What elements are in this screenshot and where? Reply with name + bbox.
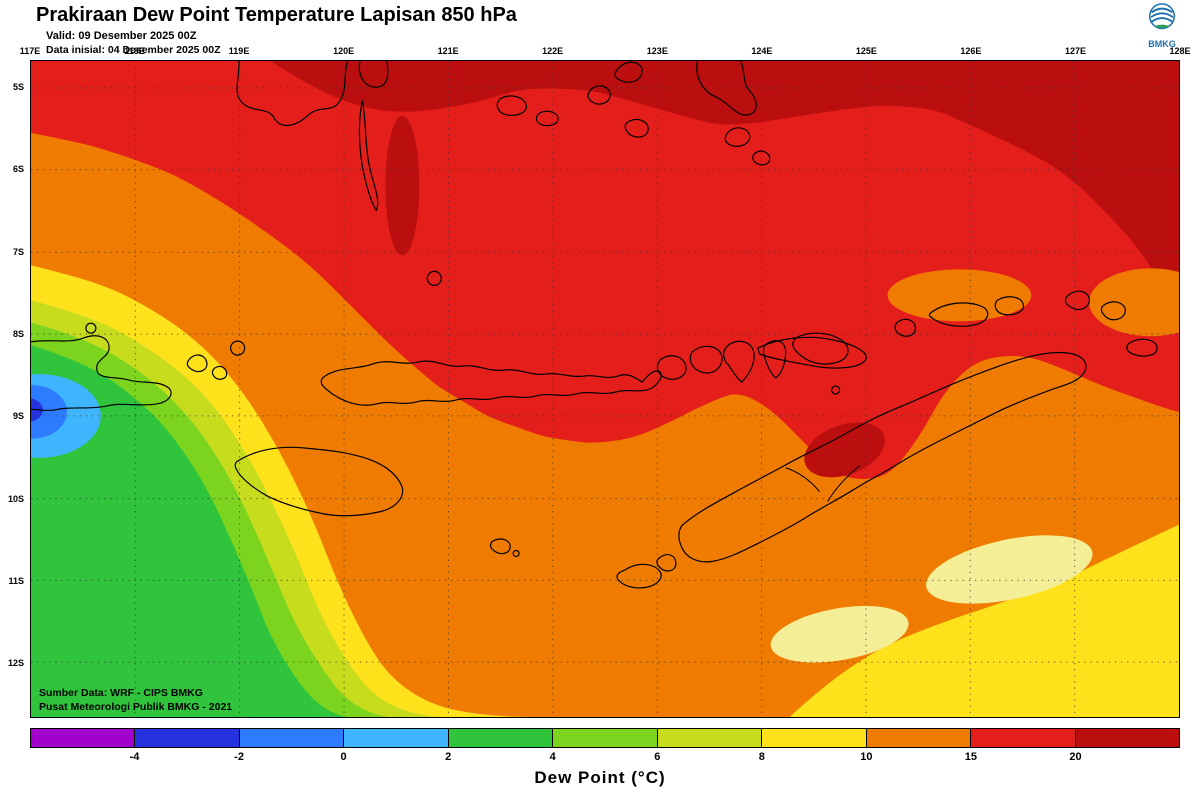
lon-label: 128E: [1169, 46, 1191, 56]
grid-lines: [31, 61, 1179, 717]
lon-label: 117E: [19, 46, 41, 56]
contour-paleyellow-patch: [926, 535, 1093, 604]
colorbar-segment: [553, 729, 658, 747]
lat-label: 5S: [12, 82, 24, 92]
colorbar-segment: [31, 729, 136, 747]
coastline-sumbawa: [31, 335, 172, 412]
page-title: Prakiraan Dew Point Temperature Lapisan …: [36, 4, 517, 26]
bmkg-logo-icon: [1148, 3, 1176, 30]
initial-date-label: Data inisial: 04 Desember 2025 00Z: [46, 44, 221, 56]
bmkg-logo: BMKG: [1138, 2, 1186, 49]
colorbar-segment: [1075, 729, 1179, 747]
contour-paleyellow-patch2: [770, 605, 909, 663]
lon-label: 125E: [855, 46, 877, 56]
contour-darkred-streak: [385, 115, 420, 256]
colorbar-tick: 0: [340, 751, 347, 763]
coastline-timor: [678, 351, 1087, 563]
source-attribution: Sumber Data: WRF - CIPS BMKG Pusat Meteo…: [39, 686, 232, 714]
colorbar-tick: 20: [1069, 751, 1082, 763]
contour-darkred-region: [270, 61, 1179, 323]
source-line-2: Pusat Meteorologi Publik BMKG - 2021: [39, 701, 233, 713]
lat-label: 12S: [7, 658, 24, 668]
longitude-axis: 117E 118E 119E 120E 121E 122E 123E 124E …: [20, 46, 1191, 58]
lon-label: 127E: [1064, 46, 1086, 56]
coastline-sumba: [234, 446, 404, 517]
lon-label: 121E: [437, 46, 459, 56]
contour-darkred-patch-timor: [804, 422, 885, 478]
coastline-alor: [792, 332, 849, 365]
contour-red-region: [31, 61, 1179, 479]
colorbar-tick: 8: [758, 751, 765, 763]
colorbar-segment: [657, 729, 763, 747]
lat-label: 11S: [8, 576, 24, 586]
contour-yellow-region-right: [789, 524, 1179, 717]
colorbar-caption: Dew Point (°C): [534, 768, 666, 787]
colorbar-tick: 15: [964, 751, 978, 763]
colorbar-tick: 10: [860, 751, 873, 763]
contour-blue-spot: [31, 385, 67, 439]
lon-label: 123E: [646, 46, 668, 56]
lon-label: 119E: [228, 46, 250, 56]
lon-label: 122E: [542, 46, 564, 56]
coastline-buton: [696, 61, 757, 116]
lat-label: 9S: [12, 411, 24, 421]
dewpoint-contour-field: [31, 61, 1179, 717]
lon-label: 118E: [124, 46, 145, 56]
bmkg-logo-text: BMKG: [1148, 39, 1176, 49]
coastline-wetar: [757, 336, 867, 369]
colorbar-segment: [135, 729, 240, 747]
colorbar-segment: [344, 729, 449, 747]
contour-orange-patch: [887, 269, 1032, 322]
lon-label: 126E: [960, 46, 982, 56]
colorbar-segment: [239, 729, 345, 747]
colorbar-segment: [971, 729, 1076, 747]
coastline-rote: [616, 563, 662, 589]
lon-label: 120E: [333, 46, 355, 56]
colorbar-tick: -4: [129, 751, 140, 763]
lat-label: 7S: [12, 247, 24, 257]
colorbar-tick: 6: [654, 751, 661, 763]
colorbar-tick: 2: [445, 751, 452, 763]
lat-label: 8S: [12, 329, 24, 339]
valid-date-label: Valid: 09 Desember 2025 00Z: [46, 30, 197, 42]
coastline-selayar: [358, 100, 379, 212]
colorbar-tick: 4: [549, 751, 556, 763]
coastline-sulawesi: [236, 61, 349, 127]
latitude-axis: 5S 6S 7S 8S 9S 10S 11S 12S: [0, 60, 27, 718]
contour-green-core: [31, 345, 349, 717]
weather-map: Sumber Data: WRF - CIPS BMKG Pusat Meteo…: [30, 60, 1180, 718]
colorbar-segment: [762, 729, 867, 747]
lat-label: 6S: [12, 164, 24, 174]
colorbar-segment: [866, 729, 972, 747]
lat-label: 10S: [7, 494, 24, 504]
coastlines: [31, 61, 1158, 589]
colorbar-segment: [448, 729, 554, 747]
lon-label: 124E: [751, 46, 773, 56]
source-line-1: Sumber Data: WRF - CIPS BMKG: [39, 687, 203, 699]
dewpoint-colorbar: [30, 728, 1180, 748]
coastline-flores: [320, 360, 662, 406]
colorbar-tick: -2: [234, 751, 244, 763]
colorbar-ticks: -4 -2 0 2 4 6 8 10 15 20: [30, 751, 1180, 765]
